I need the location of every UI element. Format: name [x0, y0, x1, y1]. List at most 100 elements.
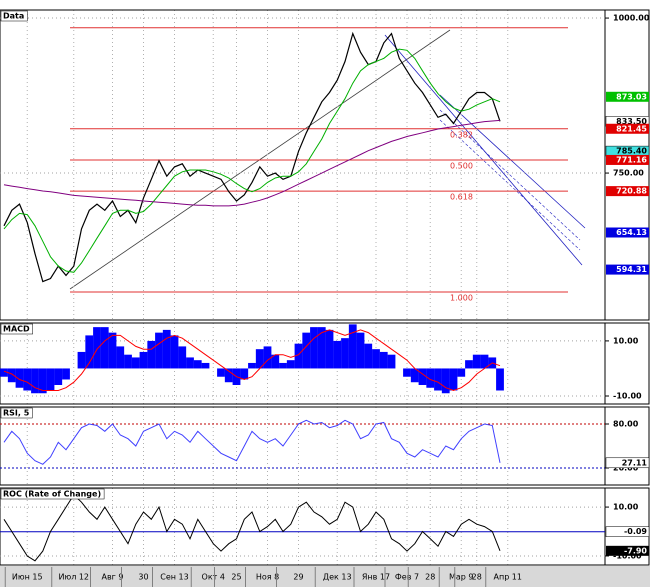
- panel-title: RSI, 5: [3, 409, 30, 418]
- channel-line: [439, 94, 586, 229]
- y-tick-label: 80.00: [613, 420, 639, 429]
- price-tag: [606, 545, 649, 556]
- series-line: [3, 494, 501, 562]
- bar: [0, 368, 8, 377]
- bar: [38, 368, 47, 394]
- bar: [162, 329, 171, 369]
- bar: [472, 354, 481, 369]
- panel-title-box: [0, 407, 33, 419]
- series-line: [3, 119, 501, 207]
- bar: [403, 368, 411, 377]
- bar: [100, 327, 109, 369]
- bar: [77, 351, 86, 369]
- bar: [255, 349, 264, 369]
- axis-panel: [604, 9, 650, 321]
- bar: [62, 368, 70, 380]
- price-tag: [605, 457, 650, 469]
- fib-label: 0.618: [450, 193, 473, 202]
- x-tick-label: Янв 17: [362, 573, 390, 582]
- x-tick-label: Авг 9: [101, 573, 123, 582]
- y-tick-label: -10.00: [613, 551, 642, 560]
- price-tag-label: 785.40: [616, 147, 647, 156]
- bar: [286, 360, 295, 369]
- bar: [139, 351, 148, 369]
- price-tag-label: 873.03: [616, 92, 647, 101]
- axis-panel: [604, 406, 650, 486]
- price-tag-label: 771.16: [616, 155, 647, 164]
- bar: [131, 357, 140, 369]
- bar: [224, 368, 233, 383]
- x-tick-label: Окт 4: [202, 573, 225, 582]
- bar: [441, 368, 450, 394]
- x-tick-label: 28: [425, 573, 435, 582]
- channel-line: [384, 34, 583, 266]
- price-tag-label: 594.31: [616, 265, 647, 274]
- price-tag: [605, 526, 650, 537]
- channel-line: [439, 109, 581, 241]
- bar: [46, 368, 55, 391]
- price-tag: [606, 264, 649, 275]
- bar: [333, 340, 342, 369]
- price-tag: [606, 123, 649, 134]
- series-line: [3, 48, 501, 273]
- price-tag-label: 821.45: [616, 124, 647, 133]
- bar: [240, 368, 249, 380]
- price-tag: [606, 91, 649, 102]
- axis-panel: [604, 322, 650, 405]
- series-line: [3, 419, 501, 465]
- bar: [341, 338, 349, 369]
- bar: [279, 362, 287, 369]
- x-tick-label: 30: [138, 573, 148, 582]
- bar: [217, 368, 225, 377]
- bar: [465, 360, 473, 369]
- bar: [93, 327, 101, 369]
- bar: [124, 354, 132, 369]
- price-tag: [606, 227, 649, 238]
- date-axis: [0, 566, 650, 587]
- bar: [496, 368, 504, 391]
- fib-label: 0.500: [450, 161, 473, 170]
- bar: [186, 357, 194, 369]
- bar: [201, 362, 210, 369]
- bar: [31, 368, 39, 394]
- bar: [372, 349, 380, 369]
- bar: [317, 327, 326, 369]
- bar: [23, 368, 32, 391]
- bar: [302, 332, 311, 369]
- panel-title: ROC (Rate of Change): [3, 490, 101, 499]
- bar: [434, 368, 442, 391]
- bar: [364, 343, 373, 369]
- price-tag-label: -0.09: [624, 527, 647, 536]
- bar: [480, 354, 489, 369]
- price-tag-label: 654.13: [616, 228, 647, 237]
- bar: [348, 324, 357, 369]
- x-tick-label: Ноя 8: [256, 573, 279, 582]
- x-tick-label: Мар 9: [449, 573, 474, 582]
- x-tick-label: Июн 15: [12, 573, 43, 582]
- x-tick-label: Дек 13: [323, 573, 352, 582]
- x-tick-label: Апр 11: [493, 573, 522, 582]
- bar: [15, 368, 24, 388]
- x-tick-label: 25: [231, 573, 241, 582]
- bar: [294, 343, 303, 369]
- bar: [457, 368, 466, 377]
- bar: [147, 340, 156, 369]
- x-tick-label: Фев 7: [395, 573, 419, 582]
- series-line: [3, 329, 501, 392]
- bar: [387, 354, 396, 369]
- bar: [379, 351, 388, 369]
- bar: [54, 368, 63, 385]
- bar: [108, 332, 117, 369]
- price-tag-label: 27.11: [622, 458, 648, 467]
- panel-title: MACD: [3, 325, 30, 334]
- bar: [449, 368, 458, 391]
- y-tick-label: 10.00: [613, 336, 639, 345]
- panel-title-box: [0, 488, 105, 500]
- y-tick-label: 750.00: [613, 169, 644, 178]
- bar: [170, 335, 179, 369]
- bar: [410, 368, 419, 383]
- fib-label: 1.000: [450, 294, 473, 303]
- panel-title-box: [0, 323, 33, 335]
- bar: [155, 332, 163, 369]
